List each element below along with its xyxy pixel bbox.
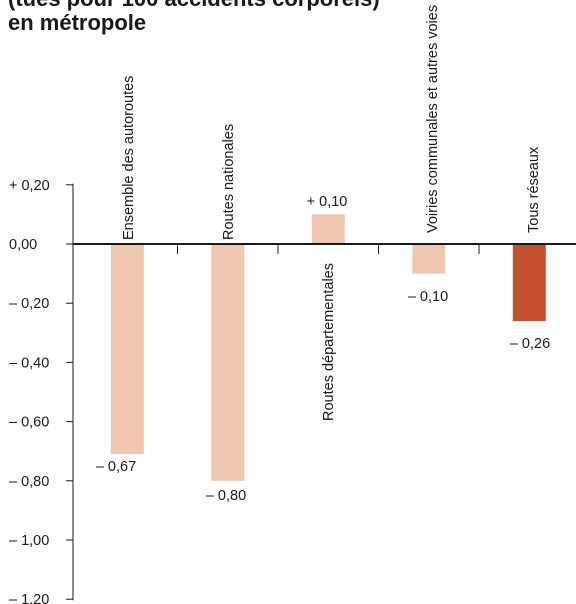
y-tick-label-1: + 0,20 bbox=[9, 178, 50, 194]
data-label-4: – 0,10 bbox=[408, 289, 448, 305]
bar-2 bbox=[211, 244, 245, 481]
y-tick-label-2: 0,00 bbox=[9, 237, 37, 253]
y-tick-label-5: – 0,60 bbox=[9, 415, 49, 431]
bar-3 bbox=[311, 214, 345, 244]
y-tick-label-6: – 0,80 bbox=[9, 474, 49, 490]
chart-title: (tués pour 100 accidents corporels) en m… bbox=[8, 0, 380, 35]
data-label-3: + 0,10 bbox=[307, 194, 348, 210]
bar-1 bbox=[110, 244, 144, 455]
category-label-4: Voiries communales et autres voies bbox=[425, 5, 441, 233]
category-label-2: Routes nationales bbox=[221, 124, 237, 240]
category-label-3: Routes départementales bbox=[321, 263, 337, 421]
y-tick-label-7: – 1,00 bbox=[9, 533, 49, 549]
chart-title-line-1: (tués pour 100 accidents corporels) bbox=[8, 0, 380, 11]
chart-title-line-2: en métropole bbox=[8, 10, 147, 35]
data-label-2: – 0,80 bbox=[206, 488, 246, 504]
data-label-5: – 0,26 bbox=[510, 336, 550, 352]
data-label-1: – 0,67 bbox=[96, 459, 136, 475]
category-label-1: Ensemble des autoroutes bbox=[121, 76, 137, 240]
y-tick-label-3: – 0,20 bbox=[9, 296, 49, 312]
bar-5 bbox=[512, 244, 546, 321]
y-tick-label-4: – 0,40 bbox=[9, 355, 49, 371]
category-label-5: Tous réseaux bbox=[526, 146, 542, 233]
bar-4 bbox=[412, 244, 446, 274]
y-tick-label-8: – 1,20 bbox=[9, 592, 49, 604]
